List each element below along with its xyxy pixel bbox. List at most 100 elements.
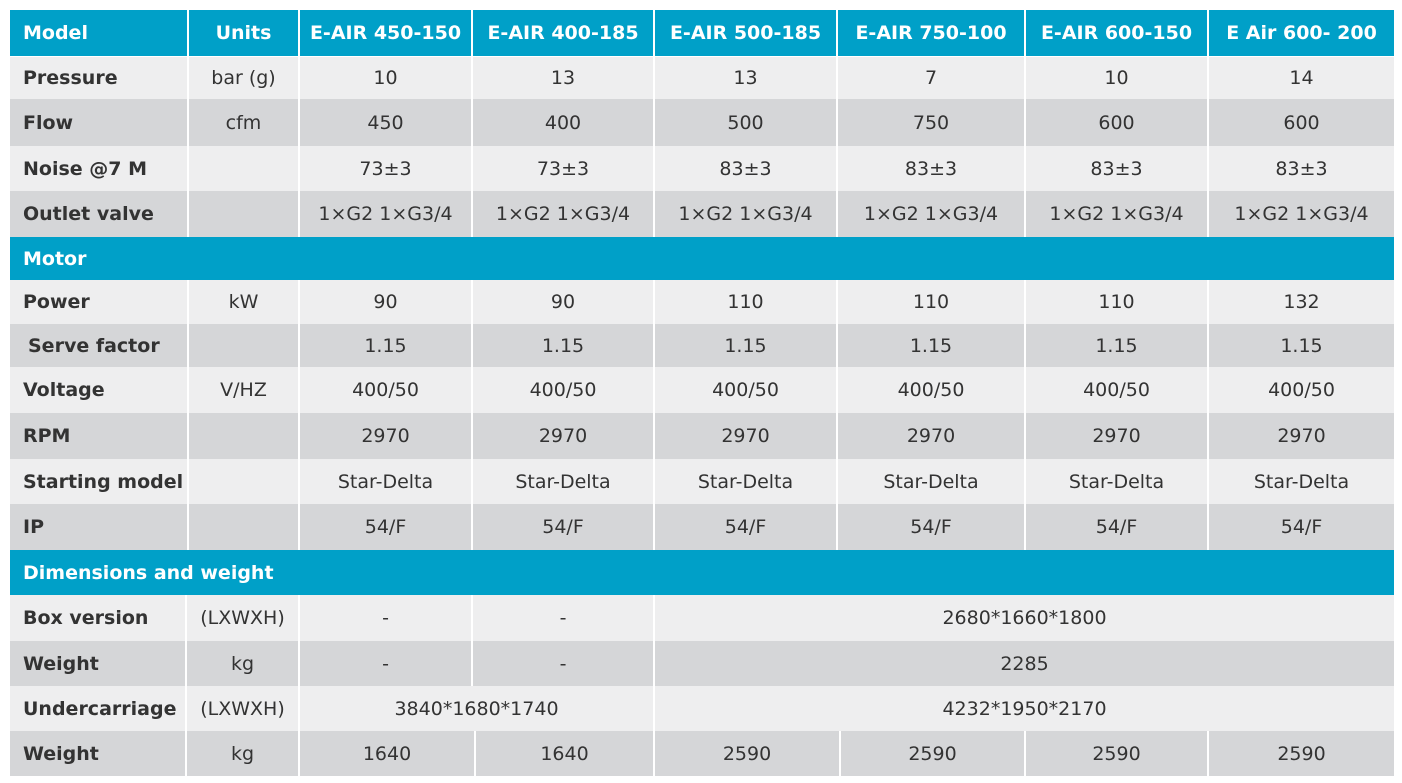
header-model-4: E-AIR 750-100 — [838, 10, 1026, 56]
table-cell: 1×G2 1×G3/4 — [838, 191, 1026, 237]
table-cell: 14 — [1209, 57, 1394, 99]
table-cell: Star-Delta — [838, 459, 1026, 504]
table-row: Undercarriage (LXWXH) 3840*1680*1740 423… — [10, 686, 1394, 731]
table-cell: 54/F — [838, 504, 1026, 550]
row-unit — [189, 146, 300, 191]
table-cell: 1640 — [476, 731, 655, 776]
row-label: Undercarriage — [10, 686, 187, 731]
table-cell: 400/50 — [1209, 367, 1394, 413]
row-label: IP — [10, 504, 189, 550]
table-cell: 132 — [1209, 280, 1394, 324]
row-unit: V/HZ — [189, 367, 300, 413]
table-cell: 1.15 — [1209, 324, 1394, 367]
table-cell: 10 — [300, 57, 473, 99]
table-row: Serve factor 1.15 1.15 1.15 1.15 1.15 1.… — [10, 324, 1394, 367]
table-cell: 54/F — [473, 504, 655, 550]
table-cell: 54/F — [655, 504, 838, 550]
row-unit: kg — [187, 731, 300, 776]
table-cell: 13 — [473, 57, 655, 99]
row-unit: (LXWXH) — [187, 686, 300, 731]
table-cell: 73±3 — [300, 146, 473, 191]
row-label: Power — [10, 280, 189, 324]
table-cell: 1.15 — [655, 324, 838, 367]
row-label: Serve factor — [10, 324, 189, 367]
row-unit — [189, 504, 300, 550]
table-row: RPM 2970 2970 2970 2970 2970 2970 — [10, 413, 1394, 459]
merged-cell: 4232*1950*2170 — [655, 686, 1394, 731]
table-cell: 400/50 — [300, 367, 473, 413]
table-cell: 54/F — [1026, 504, 1209, 550]
table-cell: 400/50 — [1026, 367, 1209, 413]
row-label: Box version — [10, 595, 187, 641]
table-cell: 2970 — [1209, 413, 1394, 459]
table-cell: 110 — [1026, 280, 1209, 324]
table-row: Box version (LXWXH) - - 2680*1660*1800 — [10, 595, 1394, 641]
table-cell: 1640 — [300, 731, 476, 776]
table-cell: 1×G2 1×G3/4 — [300, 191, 473, 237]
row-label: Noise @7 M — [10, 146, 189, 191]
table-cell: 1×G2 1×G3/4 — [655, 191, 838, 237]
table-cell: 54/F — [300, 504, 473, 550]
table-cell: 400 — [473, 99, 655, 146]
row-unit — [189, 191, 300, 237]
table-cell: 110 — [655, 280, 838, 324]
table-cell: 1×G2 1×G3/4 — [473, 191, 655, 237]
table-cell: - — [300, 595, 473, 641]
row-unit: kW — [189, 280, 300, 324]
table-cell: - — [300, 641, 473, 686]
table-cell: 1.15 — [473, 324, 655, 367]
table-cell: - — [473, 595, 655, 641]
table-cell: 54/F — [1209, 504, 1394, 550]
table-row: Weight kg 1640 1640 2590 2590 2590 2590 — [10, 731, 1394, 776]
table-cell: 83±3 — [1026, 146, 1209, 191]
row-label: Outlet valve — [10, 191, 189, 237]
table-cell: 400/50 — [655, 367, 838, 413]
table-row: Voltage V/HZ 400/50 400/50 400/50 400/50… — [10, 367, 1394, 413]
table-cell: 90 — [300, 280, 473, 324]
header-model-5: E-AIR 600-150 — [1026, 10, 1209, 56]
table-cell: 500 — [655, 99, 838, 146]
section-header-dimensions: Dimensions and weight — [10, 550, 1394, 595]
table-cell: 600 — [1026, 99, 1209, 146]
table-cell: 1×G2 1×G3/4 — [1026, 191, 1209, 237]
merged-cell: 2680*1660*1800 — [655, 595, 1394, 641]
merged-cell: 3840*1680*1740 — [300, 686, 655, 731]
table-cell: 83±3 — [655, 146, 838, 191]
table-row: Power kW 90 90 110 110 110 132 — [10, 280, 1394, 324]
table-cell: 2970 — [838, 413, 1026, 459]
table-cell: Star-Delta — [655, 459, 838, 504]
row-unit — [189, 459, 300, 504]
row-label: Weight — [10, 641, 187, 686]
header-model: Model — [10, 10, 189, 56]
table-cell: 450 — [300, 99, 473, 146]
table-row: Starting model Star-Delta Star-Delta Sta… — [10, 459, 1394, 504]
row-unit: cfm — [189, 99, 300, 146]
table-cell: 2590 — [841, 731, 1026, 776]
table-cell: 2970 — [473, 413, 655, 459]
table-cell: 10 — [1026, 57, 1209, 99]
merged-cell: 2285 — [655, 641, 1394, 686]
row-label: Weight — [10, 731, 187, 776]
row-label: Voltage — [10, 367, 189, 413]
row-unit: (LXWXH) — [187, 595, 300, 641]
spec-table: Model Units E-AIR 450-150 E-AIR 400-185 … — [10, 10, 1394, 776]
table-cell: 1.15 — [1026, 324, 1209, 367]
header-units: Units — [189, 10, 300, 56]
table-cell: Star-Delta — [1026, 459, 1209, 504]
row-unit: bar (g) — [189, 57, 300, 99]
table-header-row: Model Units E-AIR 450-150 E-AIR 400-185 … — [10, 10, 1394, 56]
table-cell: 600 — [1209, 99, 1394, 146]
table-cell: 13 — [655, 57, 838, 99]
table-cell: 90 — [473, 280, 655, 324]
table-cell: 400/50 — [838, 367, 1026, 413]
row-unit — [189, 324, 300, 367]
row-label: Starting model — [10, 459, 189, 504]
section-title: Dimensions and weight — [23, 561, 274, 584]
table-cell: - — [473, 641, 655, 686]
table-row: IP 54/F 54/F 54/F 54/F 54/F 54/F — [10, 504, 1394, 550]
table-cell: 7 — [838, 57, 1026, 99]
header-model-2: E-AIR 400-185 — [473, 10, 655, 56]
table-cell: 750 — [838, 99, 1026, 146]
section-title: Motor — [23, 247, 87, 270]
table-cell: 2590 — [655, 731, 841, 776]
